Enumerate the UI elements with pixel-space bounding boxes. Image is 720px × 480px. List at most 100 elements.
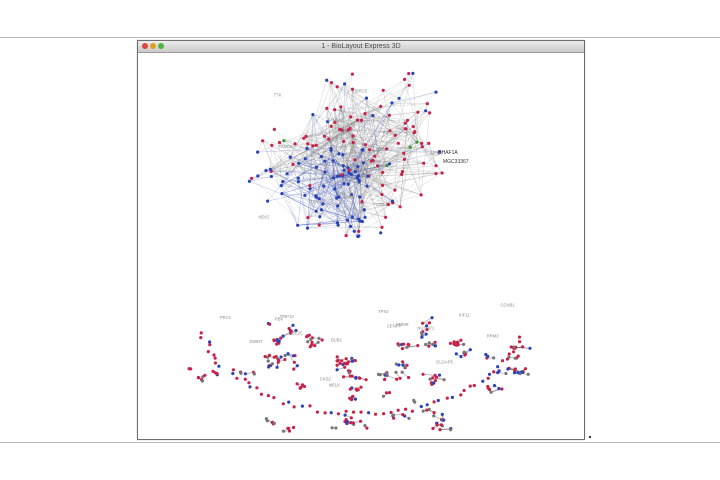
graph-node[interactable] (497, 369, 501, 373)
graph-node[interactable] (433, 344, 437, 348)
graph-node[interactable] (212, 353, 216, 357)
graph-node[interactable] (431, 426, 435, 431)
graph-node[interactable] (280, 192, 284, 196)
minimize-button-icon[interactable] (150, 43, 156, 49)
graph-node[interactable] (432, 414, 436, 418)
graph-node[interactable] (424, 342, 428, 347)
graph-node[interactable] (268, 167, 272, 171)
graph-node[interactable] (283, 357, 287, 362)
graph-node[interactable] (512, 350, 516, 354)
graph-node[interactable] (338, 361, 342, 365)
graph-node[interactable] (420, 335, 424, 339)
graph-node[interactable] (288, 155, 292, 159)
graph-node[interactable] (526, 372, 530, 376)
graph-node[interactable] (355, 118, 360, 122)
graph-node[interactable] (299, 385, 303, 389)
graph-node[interactable] (347, 371, 351, 375)
graph-node[interactable] (293, 142, 297, 146)
graph-node[interactable] (405, 345, 409, 349)
graph-node[interactable] (217, 364, 221, 368)
graph-node[interactable] (327, 137, 331, 141)
graph-node[interactable] (403, 364, 407, 368)
graph-node[interactable] (512, 371, 517, 375)
graph-node[interactable] (357, 178, 361, 182)
graph-node[interactable] (281, 334, 285, 338)
graph-node[interactable] (360, 148, 364, 152)
graph-node[interactable] (315, 195, 319, 199)
graph-node[interactable] (407, 83, 411, 87)
graph-node[interactable] (462, 350, 466, 354)
graph-node[interactable] (306, 216, 310, 220)
graph-node[interactable] (427, 321, 431, 325)
graph-node[interactable] (400, 370, 404, 374)
graph-node[interactable] (349, 421, 353, 425)
graph-node[interactable] (294, 328, 298, 333)
graph-node[interactable] (427, 141, 431, 145)
graph-node[interactable] (359, 419, 363, 423)
graph-node[interactable] (381, 394, 386, 398)
graph-node[interactable] (318, 215, 322, 219)
graph-node[interactable] (243, 372, 247, 376)
graph-node[interactable] (428, 377, 432, 381)
graph-node[interactable] (403, 127, 407, 131)
graph-node[interactable] (350, 72, 354, 76)
graph-node[interactable] (401, 360, 405, 364)
graph-node[interactable] (345, 420, 349, 424)
graph-node[interactable] (304, 134, 308, 138)
graph-node[interactable] (247, 381, 251, 385)
graph-node[interactable] (351, 394, 355, 398)
graph-node[interactable] (326, 120, 330, 124)
graph-node[interactable] (425, 102, 429, 106)
graph-node[interactable] (462, 342, 466, 346)
graph-node[interactable] (367, 411, 371, 415)
graph-node[interactable] (513, 356, 517, 360)
graph-node[interactable] (353, 158, 357, 162)
graph-node[interactable] (472, 383, 476, 388)
graph-node[interactable] (335, 359, 339, 363)
graph-node[interactable] (266, 394, 270, 398)
graph-node[interactable] (357, 229, 361, 233)
graph-node[interactable] (314, 165, 319, 169)
graph-node[interactable] (334, 426, 338, 430)
graph-node[interactable] (349, 172, 353, 176)
graph-node[interactable] (401, 413, 405, 417)
graph-node[interactable] (391, 413, 396, 417)
graph-node[interactable] (394, 370, 398, 374)
graph-node[interactable] (432, 400, 436, 404)
graph-node[interactable] (380, 192, 384, 197)
graph-node[interactable] (308, 184, 312, 188)
graph-node[interactable] (434, 375, 438, 379)
graph-node[interactable] (484, 352, 488, 357)
graph-node[interactable] (295, 364, 299, 368)
graph-node[interactable] (322, 184, 326, 188)
graph-node[interactable] (371, 113, 375, 118)
graph-node[interactable] (341, 164, 345, 168)
graph-node[interactable] (200, 379, 205, 383)
graph-node[interactable] (450, 395, 454, 399)
graph-node[interactable] (286, 426, 290, 430)
close-button-icon[interactable] (142, 43, 148, 49)
graph-node[interactable] (413, 400, 417, 404)
graph-node[interactable] (433, 340, 437, 344)
graph-node[interactable] (509, 345, 513, 349)
graph-node[interactable] (272, 339, 276, 343)
graph-node[interactable] (396, 408, 400, 412)
graph-node[interactable] (319, 155, 323, 159)
graph-node[interactable] (411, 71, 415, 75)
graph-node[interactable] (306, 340, 310, 344)
graph-node[interactable] (317, 336, 321, 340)
graph-node[interactable] (518, 340, 522, 344)
graph-node[interactable] (402, 151, 406, 155)
graph-node[interactable] (487, 372, 492, 376)
graph-node[interactable] (374, 412, 378, 416)
graph-node[interactable] (336, 223, 340, 227)
graph-node[interactable] (381, 88, 385, 92)
graph-node[interactable] (359, 385, 363, 389)
graph-node[interactable] (323, 170, 327, 174)
graph-node[interactable] (235, 376, 239, 380)
graph-node[interactable] (300, 404, 304, 408)
graph-node[interactable] (419, 331, 424, 335)
graph-node[interactable] (363, 112, 367, 116)
graph-node[interactable] (349, 224, 353, 228)
zoom-button-icon[interactable] (158, 43, 164, 49)
